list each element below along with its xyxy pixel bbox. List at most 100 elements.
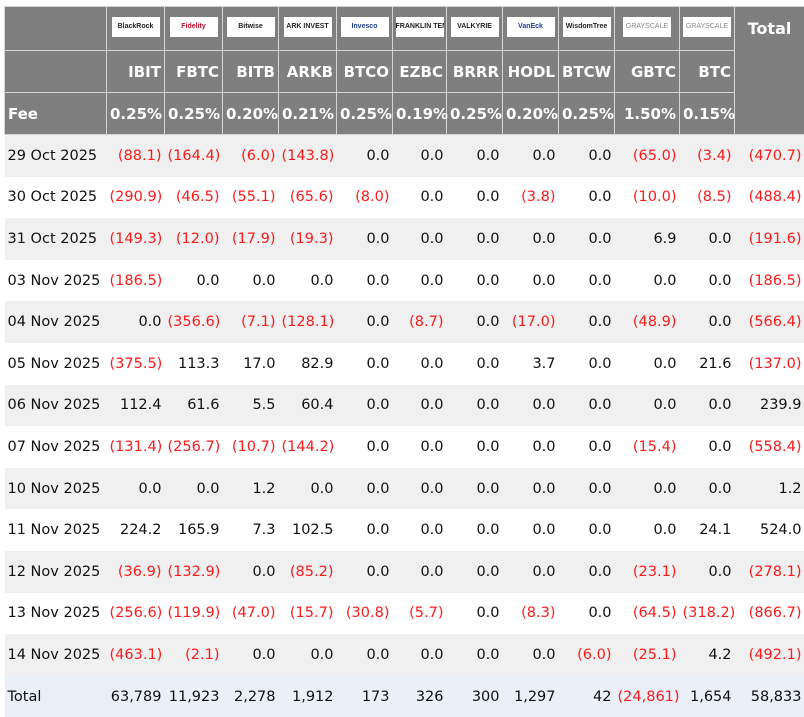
flow-cell: (65.6): [279, 177, 337, 219]
flow-cell: 165.9: [165, 509, 223, 551]
flow-cell: (318.2): [680, 593, 735, 635]
date-cell: 13 Nov 2025: [5, 593, 107, 635]
flow-cell: 82.9: [279, 343, 337, 385]
flow-cell: 0.0: [337, 301, 393, 343]
flow-cell: (30.8): [337, 593, 393, 635]
flow-cell: (149.3): [107, 218, 165, 260]
flow-cell: 0.0: [503, 468, 559, 510]
flow-cell: 0.0: [615, 385, 680, 427]
flow-cell: 0.0: [279, 468, 337, 510]
flow-cell: (375.5): [107, 343, 165, 385]
date-cell: 30 Oct 2025: [5, 177, 107, 219]
flow-cell: 0.0: [447, 177, 503, 219]
issuer-logo: ARK INVEST: [284, 17, 332, 37]
flow-cell: (65.0): [615, 135, 680, 177]
issuer-logo-cell: VALKYRIE: [447, 7, 503, 51]
row-total-cell: (492.1): [735, 634, 804, 676]
flow-cell: 0.0: [337, 426, 393, 468]
flow-cell: 0.0: [559, 385, 615, 427]
flow-cell: 0.0: [393, 135, 447, 177]
flow-cell: 1.2: [223, 468, 279, 510]
flow-cell: 4.2: [680, 634, 735, 676]
flow-cell: 224.2: [107, 509, 165, 551]
flow-cell: 0.0: [337, 468, 393, 510]
flow-cell: (6.0): [559, 634, 615, 676]
row-total-cell: (558.4): [735, 426, 804, 468]
issuer-logo: Bitwise: [227, 17, 275, 37]
flow-cell: 0.0: [393, 343, 447, 385]
flow-cell: (186.5): [107, 260, 165, 302]
flow-cell: 0.0: [680, 301, 735, 343]
issuer-logo: GRAYSCALE: [623, 17, 671, 37]
issuer-logo: Invesco: [341, 17, 389, 37]
date-cell: 31 Oct 2025: [5, 218, 107, 260]
flow-cell: 1,912: [279, 676, 337, 717]
flow-cell: 61.6: [165, 385, 223, 427]
flow-cell: (128.1): [279, 301, 337, 343]
flow-cell: (24,861): [615, 676, 680, 717]
flow-cell: 0.0: [559, 551, 615, 593]
total-column-header: Total: [735, 7, 804, 135]
flow-cell: 0.0: [447, 218, 503, 260]
flow-cell: (10.0): [615, 177, 680, 219]
flow-cell: 0.0: [680, 426, 735, 468]
flow-cell: (15.7): [279, 593, 337, 635]
flow-cell: (144.2): [279, 426, 337, 468]
flow-cell: 1,654: [680, 676, 735, 717]
flow-cell: 102.5: [279, 509, 337, 551]
flow-cell: 0.0: [279, 260, 337, 302]
flow-cell: (64.5): [615, 593, 680, 635]
flow-cell: 11,923: [165, 676, 223, 717]
flow-cell: 0.0: [223, 260, 279, 302]
date-cell: 10 Nov 2025: [5, 468, 107, 510]
flow-cell: (143.8): [279, 135, 337, 177]
flow-cell: 0.0: [447, 385, 503, 427]
flow-cell: 0.0: [337, 385, 393, 427]
flow-cell: 0.0: [559, 343, 615, 385]
fee-value: 0.25%: [559, 93, 615, 135]
flow-cell: 0.0: [447, 135, 503, 177]
total-label: Total: [5, 676, 107, 717]
flow-cell: (36.9): [107, 551, 165, 593]
flow-cell: 3.7: [503, 343, 559, 385]
date-cell: 06 Nov 2025: [5, 385, 107, 427]
row-total-cell: (866.7): [735, 593, 804, 635]
flow-cell: 326: [393, 676, 447, 717]
issuer-logo-cell: WisdomTree: [559, 7, 615, 51]
flow-cell: 2,278: [223, 676, 279, 717]
flow-cell: (256.7): [165, 426, 223, 468]
fee-value: 0.20%: [503, 93, 559, 135]
flow-cell: 24.1: [680, 509, 735, 551]
flow-cell: (8.7): [393, 301, 447, 343]
flow-cell: (10.7): [223, 426, 279, 468]
issuer-logo-cell: Fidelity: [165, 7, 223, 51]
flow-cell: 0.0: [559, 135, 615, 177]
flow-cell: (19.3): [279, 218, 337, 260]
date-cell: 29 Oct 2025: [5, 135, 107, 177]
flow-cell: 0.0: [107, 468, 165, 510]
flow-cell: (164.4): [165, 135, 223, 177]
flow-cell: (48.9): [615, 301, 680, 343]
flow-cell: (256.6): [107, 593, 165, 635]
flow-cell: 0.0: [615, 260, 680, 302]
flow-cell: 7.3: [223, 509, 279, 551]
flow-cell: 0.0: [447, 593, 503, 635]
date-cell: 12 Nov 2025: [5, 551, 107, 593]
flow-cell: (132.9): [165, 551, 223, 593]
flow-cell: 0.0: [559, 426, 615, 468]
flow-cell: (8.3): [503, 593, 559, 635]
fee-value: 0.20%: [223, 93, 279, 135]
flow-cell: (12.0): [165, 218, 223, 260]
ticker-header: IBIT: [107, 51, 165, 93]
issuer-logo: GRAYSCALE: [683, 17, 731, 37]
date-cell: 11 Nov 2025: [5, 509, 107, 551]
flow-cell: 0.0: [680, 260, 735, 302]
issuer-logo-cell: Bitwise: [223, 7, 279, 51]
flow-cell: 0.0: [503, 135, 559, 177]
flow-cell: 21.6: [680, 343, 735, 385]
